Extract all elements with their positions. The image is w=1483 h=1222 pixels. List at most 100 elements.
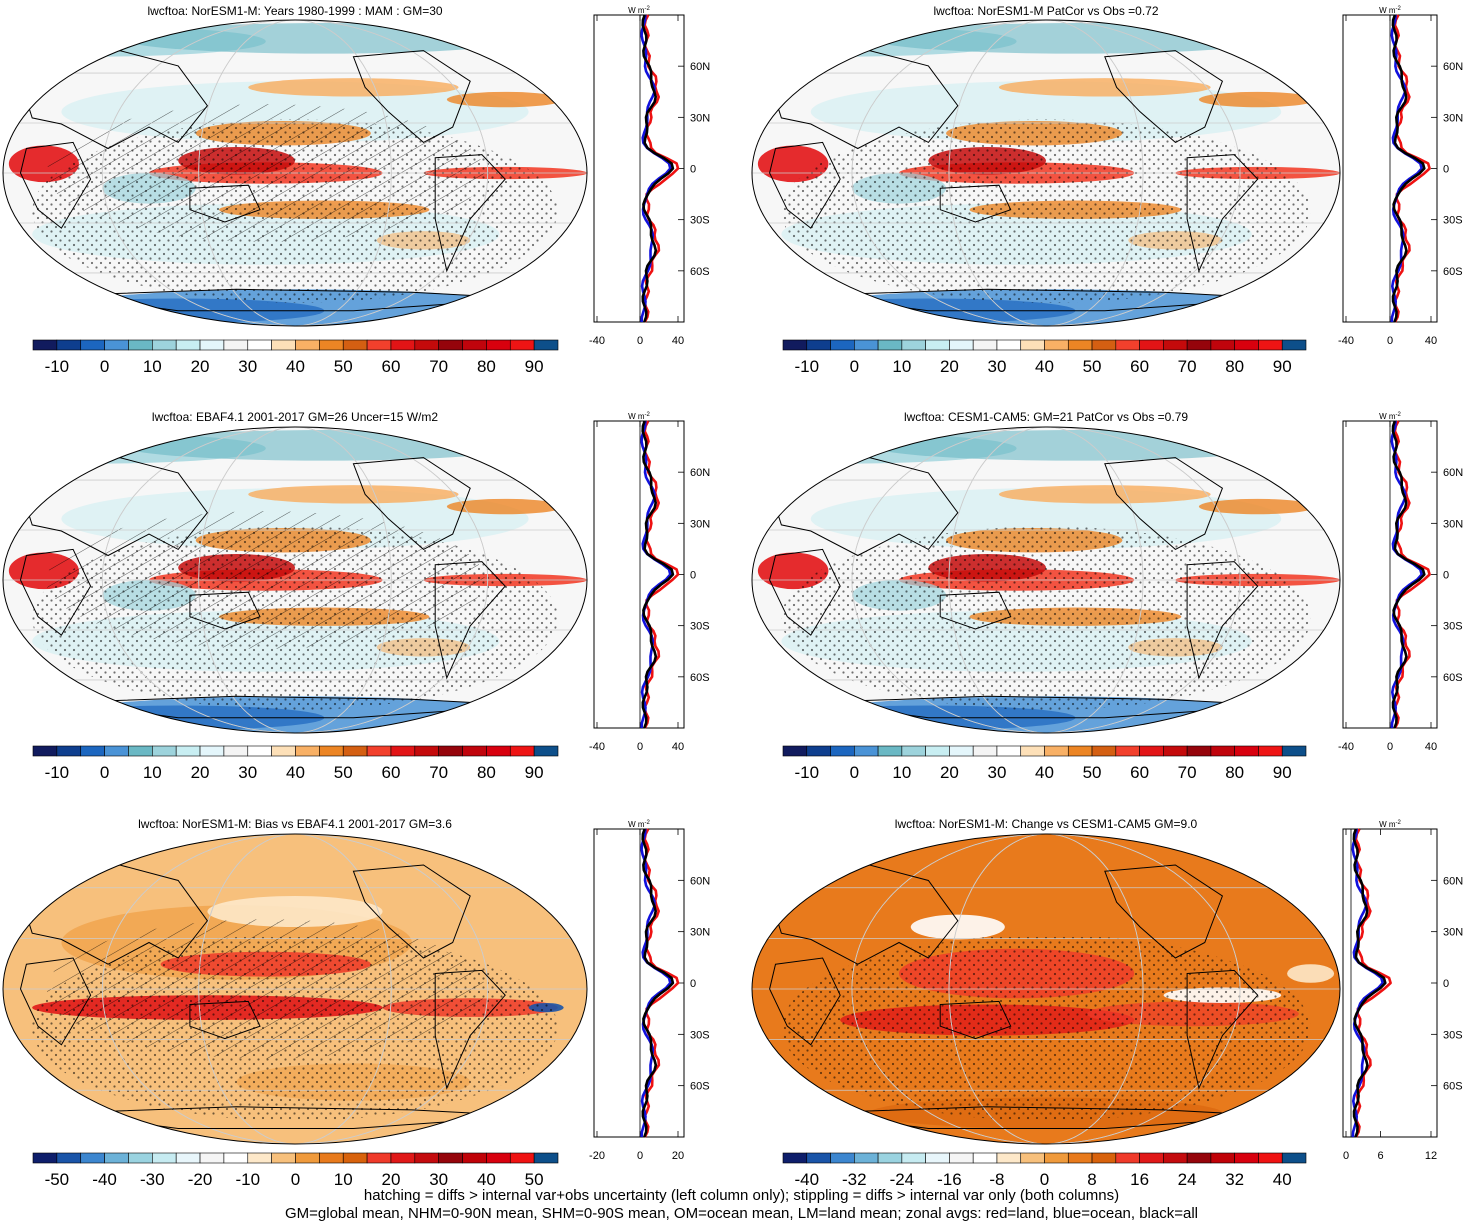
zonal-lat-label: 30N [690,927,710,939]
map-border [751,833,1341,1145]
colorbar-swatch [486,745,511,757]
colorbar-swatch [366,1152,392,1164]
colorbar-swatch [806,1152,831,1164]
colorbar-swatch [1210,339,1235,351]
colorbar-swatch [996,339,1022,351]
footnote-line-2: GM=global mean, NHM=0-90N mean, SHM=0-90… [284,1205,1198,1222]
colorbar-swatch [247,339,272,351]
colorbar-label: 80 [1225,763,1244,782]
colorbar-label: 20 [940,763,959,782]
colorbar-swatch [830,745,855,757]
colorbar-swatch [56,1152,82,1164]
colorbar-swatch [1044,339,1069,351]
colorbar-swatch [972,745,998,757]
colorbar-label: -20 [188,1170,213,1189]
colorbar-swatch [104,1152,129,1164]
colorbar: -10 0 10 20 30 40 50 60 70 80 90 [782,339,1307,376]
zonal-lat-label: 30S [1443,621,1463,633]
colorbar-swatch [782,745,808,757]
colorbar-swatch [1067,745,1093,757]
zonal-xtick-label: 40 [1425,741,1437,753]
colorbar-label: 0 [100,763,109,782]
colorbar-label: 90 [1273,357,1292,376]
colorbar-swatch [104,745,129,757]
zonal-xtick-label: 20 [672,1150,684,1162]
zonal-mean-plot: -40 0 40 W m-2 60N 30N 0 30S 60S [1338,6,1463,347]
colorbar-swatch [414,1152,439,1164]
colorbar-swatch [104,339,129,351]
zonal-lat-label: 0 [1443,570,1449,582]
colorbar-swatch [1234,1152,1259,1164]
colorbar-swatch [877,745,903,757]
colorbar-swatch [854,339,879,351]
colorbar-swatch [56,745,82,757]
colorbar-swatch [996,1152,1022,1164]
colorbar-swatch [901,1152,926,1164]
zonal-lat-label: 30S [690,215,710,227]
colorbar-label: 30 [238,763,257,782]
colorbar-swatch [486,339,511,351]
colorbar-label: 0 [850,763,859,782]
colorbar-swatch [199,339,225,351]
colorbar-swatch [271,1152,296,1164]
colorbar-label: 40 [286,357,305,376]
zonal-unit: W m-2 [628,6,650,15]
colorbar-swatch [175,339,201,351]
zonal-xtick-label: 0 [1343,1150,1349,1162]
colorbar-label: 50 [334,357,353,376]
colorbar-swatch [271,745,296,757]
colorbar-swatch [366,339,392,351]
zonal-lat-label: 30S [690,621,710,633]
colorbar-swatch [1139,1152,1164,1164]
colorbar-label: -16 [937,1170,962,1189]
stippling [781,934,1311,1121]
colorbar-label: 30 [987,357,1006,376]
colorbar-swatch [1067,339,1093,351]
map-border [2,833,588,1145]
colorbar-label: 80 [477,357,496,376]
zonal-lat-label: 60N [1443,875,1463,887]
colorbar-swatch [1258,339,1283,351]
zonal-xtick-label: 12 [1425,1150,1437,1162]
colorbar-swatch [830,1152,855,1164]
zonal-lat-label: 60S [690,1081,710,1093]
colorbar-label: -10 [45,763,70,782]
zonal-lat-label: 60N [690,875,710,887]
colorbar-label: -40 [92,1170,117,1189]
colorbar-swatch [175,1152,201,1164]
map-border [2,426,588,734]
colorbar-label: 8 [1087,1170,1096,1189]
stippling [781,119,1311,304]
zonal-lat-label: 30N [690,112,710,124]
colorbar-label: -50 [45,1170,70,1189]
graticule [752,834,1340,1144]
colorbar-swatch [782,1152,808,1164]
zonal-lat-label: 60S [1443,266,1463,278]
zonal-xtick-label: -20 [589,1150,605,1162]
colorbar-label: 80 [477,763,496,782]
colorbar-swatch [390,339,416,351]
map-border [2,19,588,327]
colorbar-label: -30 [140,1170,165,1189]
colorbar-swatch [1186,745,1212,757]
colorbar-swatch [1281,745,1307,757]
panel-title: lwcftoa: NorESM1-M PatCor vs Obs =0.72 [933,4,1158,18]
colorbar-swatch [32,745,58,757]
map-field [3,427,587,733]
zonal-unit: W m-2 [628,820,650,829]
colorbar-swatch [996,745,1022,757]
zonal-lat-label: 0 [1443,978,1449,990]
colorbar-label: 40 [477,1170,496,1189]
colorbar-label: -40 [794,1170,819,1189]
panel-4: lwcftoa: CESM1-CAM5: GM=21 PatCor vs Obs… [751,410,1463,782]
zonal-unit: W m-2 [1379,820,1401,829]
colorbar-label: 32 [1225,1170,1244,1189]
colorbar-swatch [342,1152,368,1164]
zonal-lat-label: 30S [1443,1029,1463,1041]
colorbar-label: 70 [1178,763,1197,782]
panel-6: lwcftoa: NorESM1-M: Change vs CESM1-CAM5… [751,817,1463,1189]
colorbar-swatch [152,1152,177,1164]
panel-1: lwcftoa: NorESM1-M: Years 1980-1999 : MA… [2,4,710,376]
colorbar-swatch [533,745,559,757]
colorbar-swatch [319,339,344,351]
